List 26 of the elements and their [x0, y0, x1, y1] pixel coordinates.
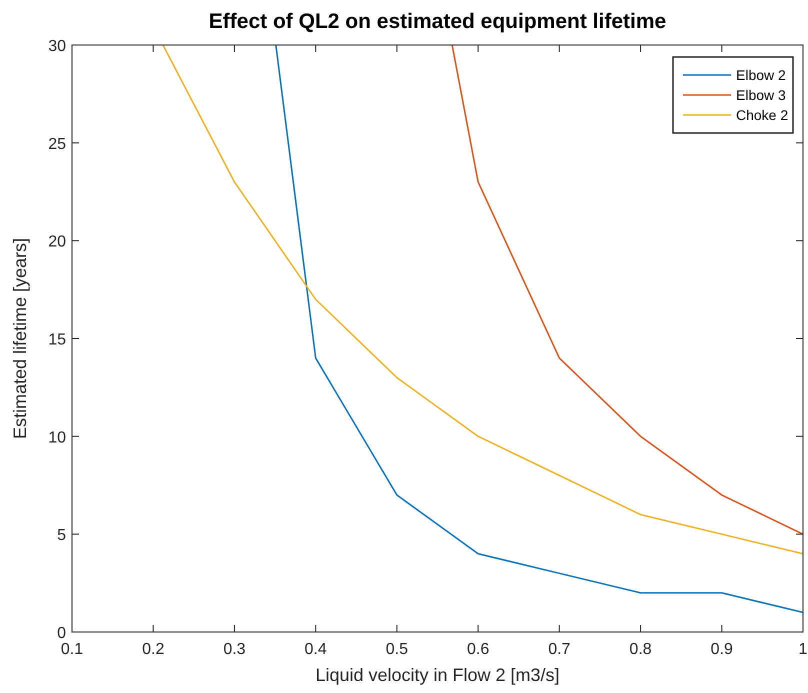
x-tick-label: 0.9 — [710, 641, 733, 658]
x-tick-label: 0.4 — [304, 641, 327, 658]
y-tick-label: 30 — [48, 38, 66, 55]
x-tick-label: 0.3 — [223, 641, 246, 658]
x-tick-label: 0.1 — [60, 641, 84, 658]
chart-title: Effect of QL2 on estimated equipment lifetime — [208, 10, 666, 33]
x-tick-label: 0.6 — [466, 641, 490, 658]
x-axis-title: Liquid velocity in Flow 2 [m3/s] — [315, 665, 560, 685]
x-tick-label: 0.2 — [142, 641, 164, 658]
legend-label: Elbow 2 — [736, 67, 786, 83]
y-tick-label: 25 — [48, 136, 66, 153]
x-tick-label: 0.7 — [548, 641, 571, 658]
line-series — [275, 45, 803, 614]
x-tick-label: 0.5 — [386, 641, 408, 658]
x-tick-label: 1 — [798, 641, 808, 658]
x-tick-label: 0.8 — [629, 641, 652, 658]
line-series — [451, 45, 803, 535]
y-tick-label: 5 — [57, 527, 66, 544]
y-axis-title: Estimated lifetime [years] — [10, 238, 30, 440]
y-tick-label: 15 — [48, 332, 66, 348]
y-tick-label: 10 — [48, 429, 66, 446]
y-tick-label: 20 — [48, 234, 66, 251]
legend-label: Elbow 3 — [736, 87, 786, 103]
legend-label: Choke 2 — [736, 107, 788, 123]
line-series — [162, 45, 803, 554]
y-tick-label: 0 — [57, 625, 66, 642]
